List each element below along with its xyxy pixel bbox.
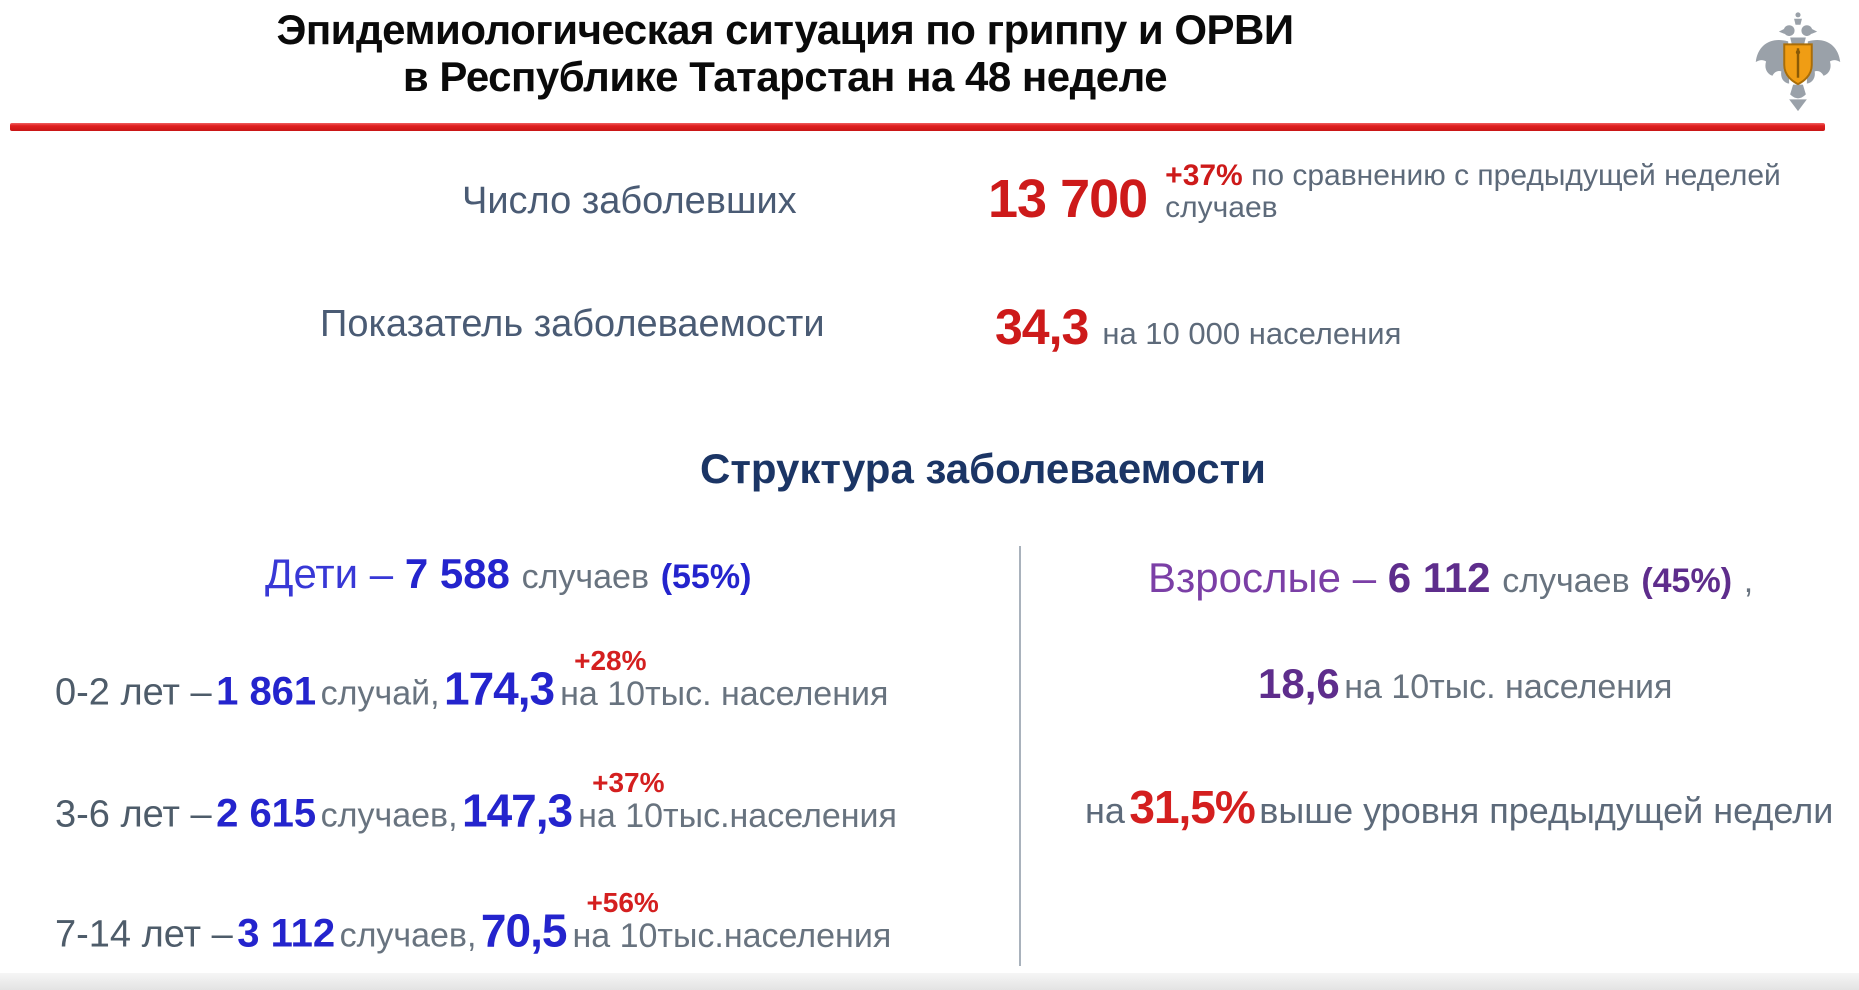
age-3-6-cases: 2 615 bbox=[216, 791, 317, 836]
adults-trend-suffix: выше уровня предыдущей недели bbox=[1259, 790, 1834, 831]
age-0-2-cases-unit: случай, bbox=[320, 674, 440, 713]
adults-share: (45%) bbox=[1641, 562, 1733, 600]
age-0-2-delta: +28% bbox=[574, 645, 647, 676]
cases-delta: +37% bbox=[1165, 159, 1243, 192]
title-line1: Эпидемиологическая ситуация по гриппу и … bbox=[276, 6, 1294, 53]
age-7-14-label: 7-14 лет – bbox=[55, 913, 233, 956]
rospotrebnadzor-eagle-icon bbox=[1748, 8, 1848, 118]
page-title: Эпидемиологическая ситуация по гриппу и … bbox=[20, 6, 1550, 101]
adults-unit: случаев bbox=[1502, 562, 1630, 600]
children-unit: случаев bbox=[521, 558, 650, 596]
age-7-14-delta: +56% bbox=[586, 887, 659, 918]
incidence-rate-row: 34,3 на 10 000 населения bbox=[995, 298, 1401, 356]
children-heading: Дети – 7 588 случаев (55%) bbox=[265, 550, 751, 598]
cases-delta-line: +37% по сравнению с предыдущей неделей bbox=[1165, 160, 1781, 192]
adults-rate-value: 18,6 bbox=[1258, 660, 1340, 707]
age-row-3-6: 3-6 лет – 2 615 случаев, 147,3 +37% на 10т… bbox=[55, 768, 897, 838]
cases-delta-note: по сравнению с предыдущей неделей bbox=[1251, 159, 1781, 192]
adults-comma: , bbox=[1743, 562, 1754, 600]
age-0-2-rate-unit: на 10тыс. населения bbox=[560, 674, 889, 713]
children-share: (55%) bbox=[660, 558, 752, 596]
children-label: Дети – bbox=[265, 550, 394, 597]
adults-rate-row: 18,6 на 10тыс. населения bbox=[1258, 660, 1672, 708]
title-underline-rule bbox=[10, 123, 1825, 131]
age-0-2-rate: 174,3 bbox=[444, 662, 555, 715]
incidence-rate-value: 34,3 bbox=[995, 299, 1089, 355]
bottom-edge-bar bbox=[0, 973, 1859, 990]
age-0-2-label: 0-2 лет – bbox=[55, 671, 212, 714]
structure-heading: Структура заболеваемости bbox=[700, 445, 1266, 492]
cases-label: Число заболевших bbox=[462, 180, 797, 222]
age-3-6-rate-stack: +37% на 10тыс.населения bbox=[578, 768, 897, 834]
adults-rate-unit: на 10тыс. населения bbox=[1344, 668, 1673, 706]
age-7-14-rate-stack: +56% на 10тыс.населения bbox=[572, 888, 891, 954]
age-7-14-cases: 3 112 bbox=[237, 911, 336, 956]
incidence-rate-unit: на 10 000 населения bbox=[1102, 316, 1402, 351]
age-row-0-2: 0-2 лет – 1 861 случай, 174,3 +28% на 10ты… bbox=[55, 646, 888, 716]
title-line2: в Республике Татарстан на 48 неделе bbox=[402, 53, 1168, 101]
adults-trend-row: на 31,5% выше уровня предыдущей недели bbox=[1085, 780, 1833, 834]
incidence-rate-label: Показатель заболеваемости bbox=[320, 303, 825, 345]
age-7-14-cases-unit: случаев, bbox=[339, 916, 477, 955]
age-3-6-rate-unit: на 10тыс.населения bbox=[578, 796, 897, 835]
adults-heading: Взрослые – 6 112 случаев (45%) , bbox=[1148, 554, 1753, 602]
age-3-6-cases-unit: случаев, bbox=[320, 796, 458, 835]
age-0-2-cases: 1 861 bbox=[216, 669, 317, 714]
adults-trend-prefix: на bbox=[1085, 790, 1125, 831]
age-3-6-delta: +37% bbox=[592, 767, 665, 798]
age-3-6-label: 3-6 лет – bbox=[55, 793, 212, 836]
age-7-14-rate: 70,5 bbox=[480, 904, 568, 957]
age-7-14-rate-unit: на 10тыс.населения bbox=[572, 916, 892, 955]
age-row-7-14: 7-14 лет – 3 112 случаев, 70,5 +56% на 10т… bbox=[55, 888, 891, 958]
age-3-6-rate: 147,3 bbox=[461, 784, 573, 837]
cases-value: 13 700 bbox=[988, 168, 1148, 229]
adults-label: Взрослые – bbox=[1148, 554, 1377, 601]
cases-unit: случаев bbox=[1165, 190, 1278, 224]
adults-value: 6 112 bbox=[1387, 554, 1491, 601]
age-0-2-rate-stack: +28% на 10тыс. населения bbox=[560, 646, 888, 712]
adults-trend-value: 31,5% bbox=[1129, 781, 1255, 833]
children-value: 7 588 bbox=[404, 550, 510, 597]
cases-value-row: 13 700 +37% по сравнению с предыдущей нед… bbox=[988, 160, 1781, 230]
cases-note-stack: +37% по сравнению с предыдущей неделей сл… bbox=[1165, 160, 1781, 224]
column-divider bbox=[1019, 546, 1021, 966]
